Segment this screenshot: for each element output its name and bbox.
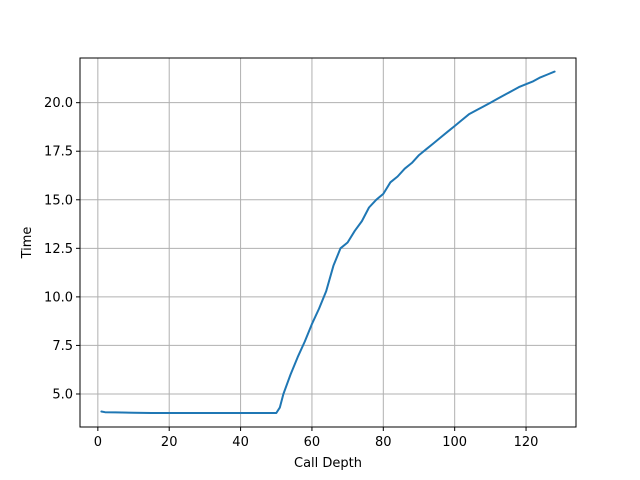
- y-tick-label: 17.5: [44, 145, 73, 160]
- y-tick-label: 10.0: [44, 290, 73, 305]
- plot-area-frame: [79, 57, 577, 428]
- x-axis-label: Call Depth: [294, 456, 362, 471]
- series-layer: [100, 70, 556, 414]
- y-tick-label: 7.5: [52, 339, 73, 354]
- x-tick-label: 80: [375, 435, 392, 450]
- y-tick-label: 15.0: [44, 193, 73, 208]
- x-tick-label: 20: [161, 435, 178, 450]
- grid-lines: [80, 58, 576, 427]
- y-tick-label: 12.5: [44, 242, 73, 257]
- y-tick-label: 20.0: [44, 96, 73, 111]
- series-line: [100, 70, 556, 414]
- x-tick-label: 40: [232, 435, 249, 450]
- x-tick-label: 0: [94, 435, 102, 450]
- axis-ticks: 0 20 40 60 80 100 120 5.0 7.5 10.0 12.5 15.0 17.5 20.…: [44, 96, 538, 450]
- x-tick-label: 60: [304, 435, 321, 450]
- x-tick-label: 120: [514, 435, 539, 450]
- x-tick-label: 100: [442, 435, 467, 450]
- y-axis-label: Time: [20, 227, 35, 260]
- y-tick-label: 5.0: [52, 387, 73, 402]
